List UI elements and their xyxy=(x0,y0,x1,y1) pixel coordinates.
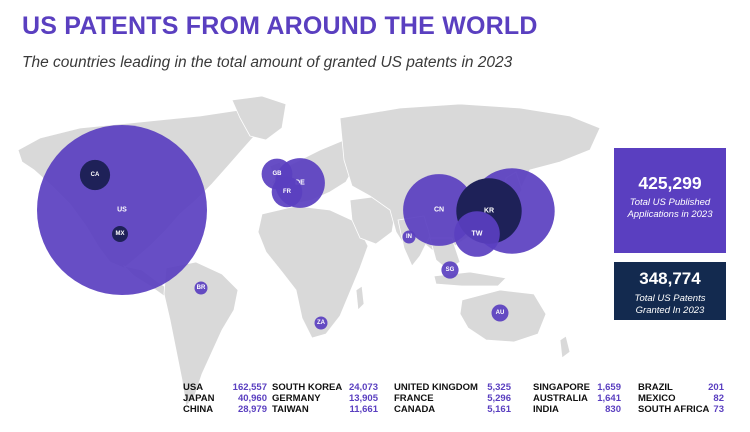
bubble-label: TW xyxy=(472,231,483,238)
legend-country: SOUTH AFRICA xyxy=(638,404,710,415)
legend-row: TAIWAN 11,661 xyxy=(272,404,378,415)
legend-value: 5,161 xyxy=(487,404,511,415)
bubble-circle xyxy=(441,261,459,279)
legend-column-1: USA 162,557 JAPAN 40,960 CHINA 28,979 xyxy=(183,382,267,415)
legend-value: 162,557 xyxy=(232,382,267,393)
published-applications-value: 425,299 xyxy=(638,173,702,193)
legend-value: 5,325 xyxy=(487,382,511,393)
bubble-sg: SG xyxy=(441,261,459,279)
bubble-circle xyxy=(79,159,111,191)
madagascar-landmass xyxy=(355,285,365,311)
bubble-circle xyxy=(112,226,128,242)
legend-country: BRAZIL xyxy=(638,382,673,393)
bubble-label: MX xyxy=(116,231,125,237)
legend-value: 11,661 xyxy=(349,404,378,415)
bubble-label: BR xyxy=(197,285,206,291)
legend-value: 28,979 xyxy=(237,404,267,415)
legend-row: USA 162,557 xyxy=(183,382,267,393)
legend-country: GERMANY xyxy=(272,393,321,404)
africa-landmass xyxy=(257,205,369,339)
legend-value: 24,073 xyxy=(348,382,378,393)
legend-row: SOUTH AFRICA 73 xyxy=(638,404,724,415)
legend-country: AUSTRALIA xyxy=(533,393,588,404)
legend-row: CANADA 5,161 xyxy=(394,404,511,415)
legend-row: CHINA 28,979 xyxy=(183,404,267,415)
bubble-circle xyxy=(271,176,303,208)
legend-value: 82 xyxy=(713,393,724,404)
bubble-us: US xyxy=(37,125,207,295)
legend-row: UNITED KINGDOM 5,325 xyxy=(394,382,511,393)
legend-country: JAPAN xyxy=(183,393,215,404)
legend-row: INDIA 830 xyxy=(533,404,621,415)
legend-value: 201 xyxy=(708,382,724,393)
bubble-circle xyxy=(454,211,500,257)
legend-row: BRAZIL 201 xyxy=(638,382,724,393)
bubble-mx: MX xyxy=(112,226,128,242)
legend-row: GERMANY 13,905 xyxy=(272,393,378,404)
legend-country: CANADA xyxy=(394,404,436,415)
legend-row: SOUTH KOREA 24,073 xyxy=(272,382,378,393)
published-applications-box: 425,299 Total US Published Applications … xyxy=(614,148,726,253)
legend-value: 73 xyxy=(713,404,724,415)
patent-bubbles: USJPCNKRDETWGBFRCASGAUINBRMXZA xyxy=(37,125,555,330)
bubble-label: KR xyxy=(484,208,494,215)
bubble-fr: FR xyxy=(271,176,303,208)
legend-row: SINGAPORE 1,659 xyxy=(533,382,621,393)
legend-row: JAPAN 40,960 xyxy=(183,393,267,404)
legend-row: MEXICO 82 xyxy=(638,393,724,404)
page-title: US PATENTS FROM AROUND THE WORLD xyxy=(22,12,538,40)
legend-country: CHINA xyxy=(183,404,214,415)
bubble-label: US xyxy=(117,207,127,214)
page-subtitle: The countries leading in the total amoun… xyxy=(22,54,513,71)
legend-column-4: SINGAPORE 1,659 AUSTRALIA 1,641 INDIA 830 xyxy=(533,382,621,415)
legend-country: TAIWAN xyxy=(272,404,309,415)
bubble-au: AU xyxy=(491,304,509,322)
granted-patents-value: 348,774 xyxy=(639,269,701,288)
legend-row: FRANCE 5,296 xyxy=(394,393,511,404)
greenland-landmass xyxy=(231,95,287,141)
legend-column-2: SOUTH KOREA 24,073 GERMANY 13,905 TAIWAN 11… xyxy=(272,382,378,415)
south-america-landmass xyxy=(163,261,239,407)
bubble-label: ZA xyxy=(317,320,326,326)
legend-column-3: UNITED KINGDOM 5,325 FRANCE 5,296 CANADA 5,… xyxy=(394,382,511,415)
granted-patents-box: 348,774 Total US Patents Granted In 2023 xyxy=(614,262,726,320)
legend-value: 1,659 xyxy=(597,382,621,393)
published-applications-label: Total US Published Applications in 2023 xyxy=(627,197,713,220)
bubble-label: CN xyxy=(434,207,444,214)
new-zealand-landmass xyxy=(559,335,571,359)
bubble-tw: TW xyxy=(454,211,500,257)
legend-country: UNITED KINGDOM xyxy=(394,382,478,393)
legend-country: MEXICO xyxy=(638,393,676,404)
legend-column-5: BRAZIL 201 MEXICO 82 SOUTH AFRICA 73 xyxy=(638,382,724,415)
bubble-circle xyxy=(194,281,208,295)
granted-patents-label: Total US Patents Granted In 2023 xyxy=(634,293,706,316)
bubble-circle xyxy=(491,304,509,322)
legend-country: FRANCE xyxy=(394,393,434,404)
legend-country: USA xyxy=(183,382,204,393)
bubble-label: IN xyxy=(406,234,412,240)
legend-value: 13,905 xyxy=(348,393,378,404)
bubble-circle xyxy=(37,125,207,295)
legend-value: 40,960 xyxy=(237,393,267,404)
bubble-label: DE xyxy=(295,180,305,187)
legend-country: SINGAPORE xyxy=(533,382,591,393)
bubble-label: CA xyxy=(91,172,100,178)
bubble-ca: CA xyxy=(79,159,111,191)
bubble-circle xyxy=(314,316,328,330)
legend-country: INDIA xyxy=(533,404,559,415)
bubble-in: IN xyxy=(402,230,416,244)
bubble-label: AU xyxy=(496,310,505,316)
bubble-label: SG xyxy=(446,267,455,273)
legend-row: AUSTRALIA 1,641 xyxy=(533,393,621,404)
bubble-label: FR xyxy=(283,189,292,195)
legend-value: 830 xyxy=(605,404,621,415)
bubble-br: BR xyxy=(194,281,208,295)
legend-value: 5,296 xyxy=(487,393,511,404)
bubble-circle xyxy=(402,230,416,244)
legend-value: 1,641 xyxy=(597,393,621,404)
bubble-za: ZA xyxy=(314,316,328,330)
legend-country: SOUTH KOREA xyxy=(272,382,343,393)
bubble-label: GB xyxy=(273,171,283,177)
